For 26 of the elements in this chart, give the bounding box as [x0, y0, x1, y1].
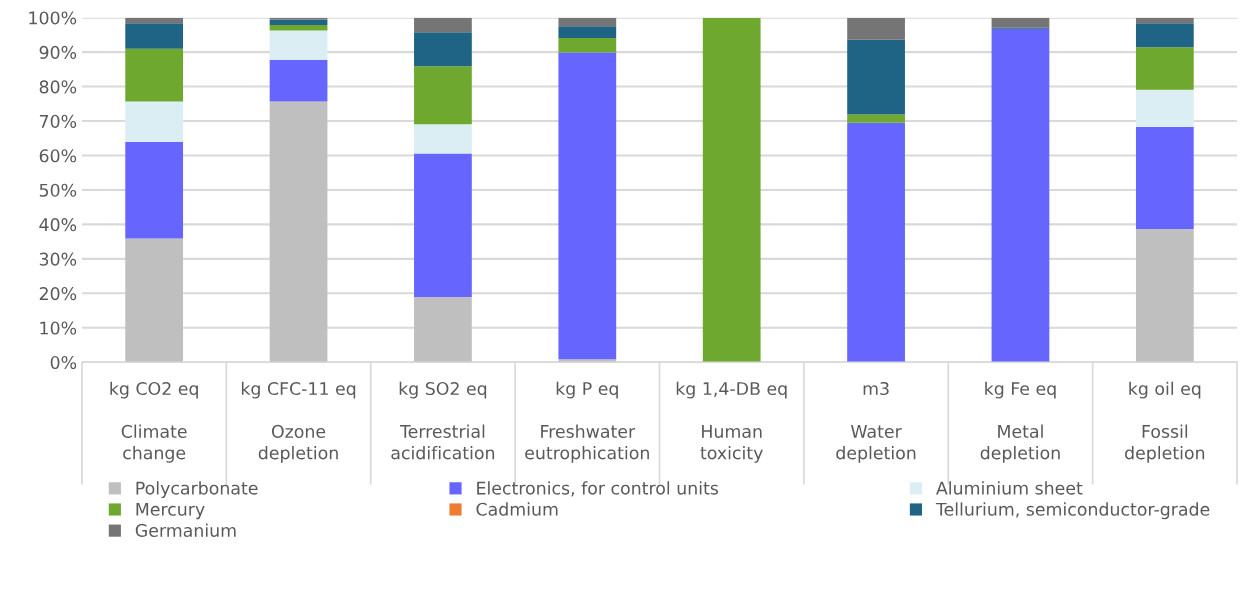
y-tick-label: 80%: [39, 80, 77, 94]
legend-label: Germanium: [135, 523, 236, 537]
category-label: kg oil eq Fossil depletion: [1125, 381, 1205, 463]
y-tick-label: 30%: [39, 252, 77, 266]
category-label: kg Fe eq Metal depletion: [980, 381, 1060, 463]
category-label: kg 1,4-DB eq Human toxicity: [676, 381, 787, 463]
y-tick-label: 0%: [50, 355, 77, 370]
y-tick-label: 40%: [39, 218, 77, 232]
legend-label: Electronics, for control units: [477, 481, 719, 497]
y-tick-label: 50%: [39, 183, 77, 197]
y-tick-label: 10%: [40, 321, 77, 335]
legend-label: Polycarbonate: [136, 481, 258, 499]
y-tick-label: 20%: [39, 287, 77, 301]
category-label: kg CO2 eq Climate change: [110, 381, 198, 463]
y-tick-label: 90%: [39, 45, 77, 59]
y-tick-label: 60%: [39, 149, 77, 163]
legend-label: Mercury: [136, 502, 205, 520]
legend-label: Cadmium: [476, 502, 558, 516]
category-label: kg P eq Freshwater eutrophication: [525, 381, 649, 463]
legend-label: Aluminium sheet: [936, 481, 1083, 495]
category-label: kg CFC-11 eq Ozone depletion: [241, 381, 356, 463]
legend-label: Tellurium, semiconductor-grade: [935, 502, 1210, 520]
category-label: m3 Water depletion: [836, 381, 916, 463]
y-tick-label: 100%: [29, 11, 77, 25]
y-tick-label: 70%: [39, 114, 77, 128]
category-label: kg SO2 eq Terrestrial acidification: [391, 381, 495, 460]
